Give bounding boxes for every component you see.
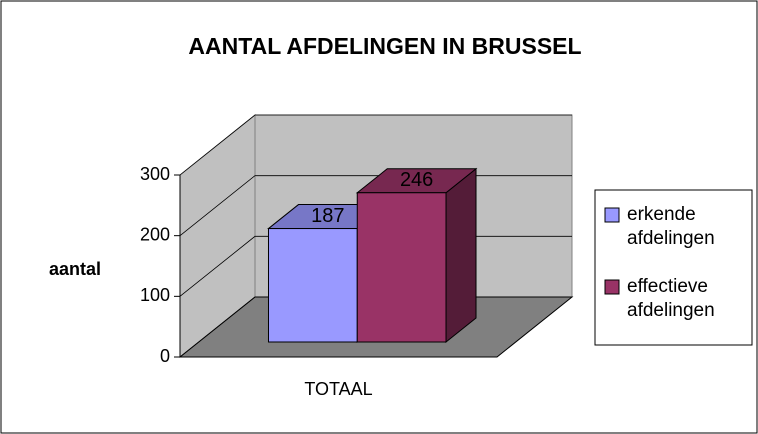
legend-line: afdelingen (627, 228, 715, 249)
data-label: 187 (311, 205, 344, 227)
y-tick-label: 300 (140, 164, 170, 184)
bar-front (356, 192, 447, 343)
y-axis-label: aantal (49, 259, 101, 279)
data-label: 246 (400, 169, 433, 191)
legend-box (594, 189, 753, 346)
grid-line (179, 114, 572, 176)
legend-swatch (604, 279, 620, 295)
y-tick-label: 100 (140, 285, 170, 305)
bar-side (445, 167, 477, 344)
y-tick-label: 0 (160, 346, 170, 366)
chart-title: AANTAL AFDELINGEN IN BRUSSEL (188, 33, 581, 59)
legend-label: erkende afdelingen (627, 204, 715, 249)
legend-label: effectieve afdelingen (627, 276, 715, 321)
legend-line: effectieve (627, 276, 708, 297)
y-tick-label: 200 (140, 224, 170, 244)
bar (355, 167, 478, 344)
legend-line: afdelingen (627, 300, 715, 321)
bar-front (267, 228, 358, 343)
legend-line: erkende (627, 204, 696, 225)
legend-swatch (604, 207, 620, 223)
x-tick-label: TOTAAL (304, 379, 372, 399)
